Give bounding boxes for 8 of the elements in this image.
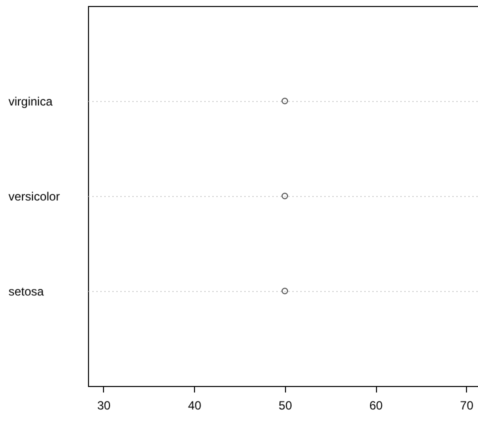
y-tick-label: virginica [8,94,53,108]
x-tick-label: 70 [460,398,474,412]
x-tick-label: 30 [97,398,111,412]
x-tick-label: 40 [188,398,202,412]
x-tick-label: 60 [369,398,384,412]
y-tick-label: versicolor [8,190,60,204]
x-tick-label: 50 [278,398,292,412]
y-tick-label: setosa [8,284,44,298]
